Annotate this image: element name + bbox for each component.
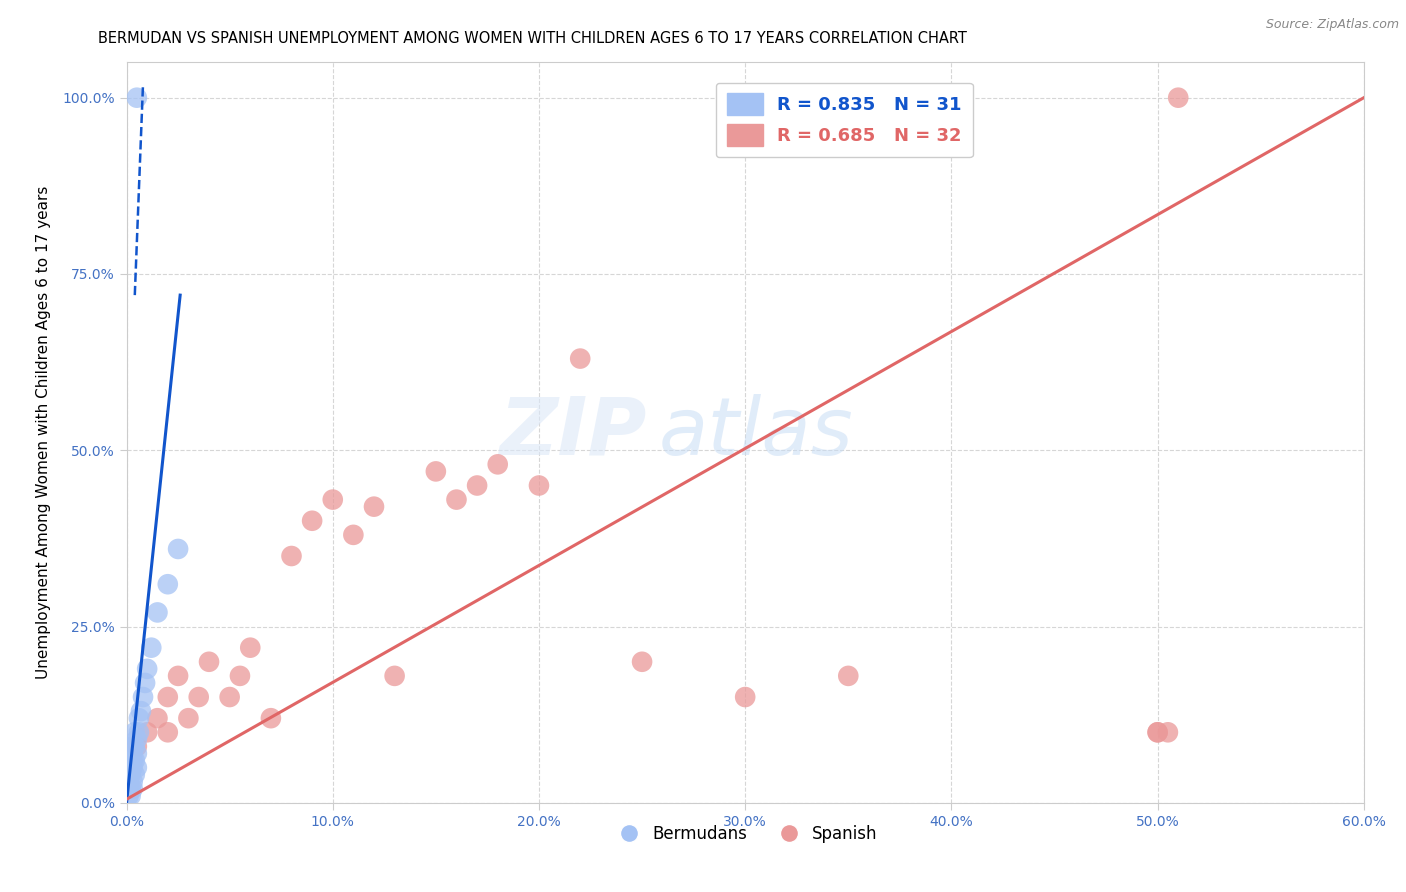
- Point: [486, 458, 509, 472]
- Point: [1146, 725, 1168, 739]
- Point: [446, 492, 468, 507]
- Point: [125, 747, 148, 761]
- Point: [569, 351, 592, 366]
- Point: [1167, 91, 1189, 105]
- Point: [527, 478, 550, 492]
- Point: [187, 690, 209, 704]
- Point: [384, 669, 406, 683]
- Text: Source: ZipAtlas.com: Source: ZipAtlas.com: [1265, 18, 1399, 31]
- Point: [117, 774, 139, 789]
- Point: [134, 676, 156, 690]
- Point: [734, 690, 756, 704]
- Point: [239, 640, 262, 655]
- Point: [128, 711, 150, 725]
- Point: [132, 690, 155, 704]
- Y-axis label: Unemployment Among Women with Children Ages 6 to 17 years: Unemployment Among Women with Children A…: [37, 186, 51, 680]
- Point: [218, 690, 240, 704]
- Point: [125, 91, 148, 105]
- Point: [146, 711, 169, 725]
- Point: [120, 789, 142, 803]
- Point: [117, 789, 139, 803]
- Point: [125, 732, 148, 747]
- Point: [363, 500, 385, 514]
- Point: [1157, 725, 1180, 739]
- Point: [128, 725, 150, 739]
- Text: ZIP: ZIP: [499, 393, 647, 472]
- Text: BERMUDAN VS SPANISH UNEMPLOYMENT AMONG WOMEN WITH CHILDREN AGES 6 TO 17 YEARS CO: BERMUDAN VS SPANISH UNEMPLOYMENT AMONG W…: [98, 31, 967, 46]
- Point: [121, 760, 143, 774]
- Point: [280, 549, 302, 563]
- Point: [1146, 725, 1168, 739]
- Point: [124, 767, 146, 781]
- Point: [156, 577, 179, 591]
- Point: [301, 514, 323, 528]
- Legend: Bermudans, Spanish: Bermudans, Spanish: [606, 819, 884, 850]
- Point: [121, 739, 143, 754]
- Point: [177, 711, 200, 725]
- Point: [120, 767, 142, 781]
- Point: [125, 760, 148, 774]
- Point: [837, 669, 859, 683]
- Point: [121, 747, 143, 761]
- Point: [124, 725, 146, 739]
- Point: [167, 669, 190, 683]
- Point: [136, 725, 159, 739]
- Point: [322, 492, 344, 507]
- Point: [631, 655, 654, 669]
- Point: [129, 704, 152, 718]
- Point: [141, 640, 163, 655]
- Point: [260, 711, 283, 725]
- Point: [121, 774, 143, 789]
- Point: [465, 478, 488, 492]
- Point: [124, 739, 146, 754]
- Point: [342, 528, 364, 542]
- Point: [117, 781, 139, 796]
- Point: [229, 669, 252, 683]
- Point: [136, 662, 159, 676]
- Point: [121, 754, 143, 768]
- Point: [198, 655, 221, 669]
- Point: [120, 760, 142, 774]
- Point: [146, 606, 169, 620]
- Point: [124, 754, 146, 768]
- Point: [167, 541, 190, 556]
- Point: [120, 781, 142, 796]
- Point: [156, 690, 179, 704]
- Point: [121, 781, 143, 796]
- Point: [125, 739, 148, 754]
- Text: atlas: atlas: [658, 393, 853, 472]
- Point: [425, 464, 447, 478]
- Point: [156, 725, 179, 739]
